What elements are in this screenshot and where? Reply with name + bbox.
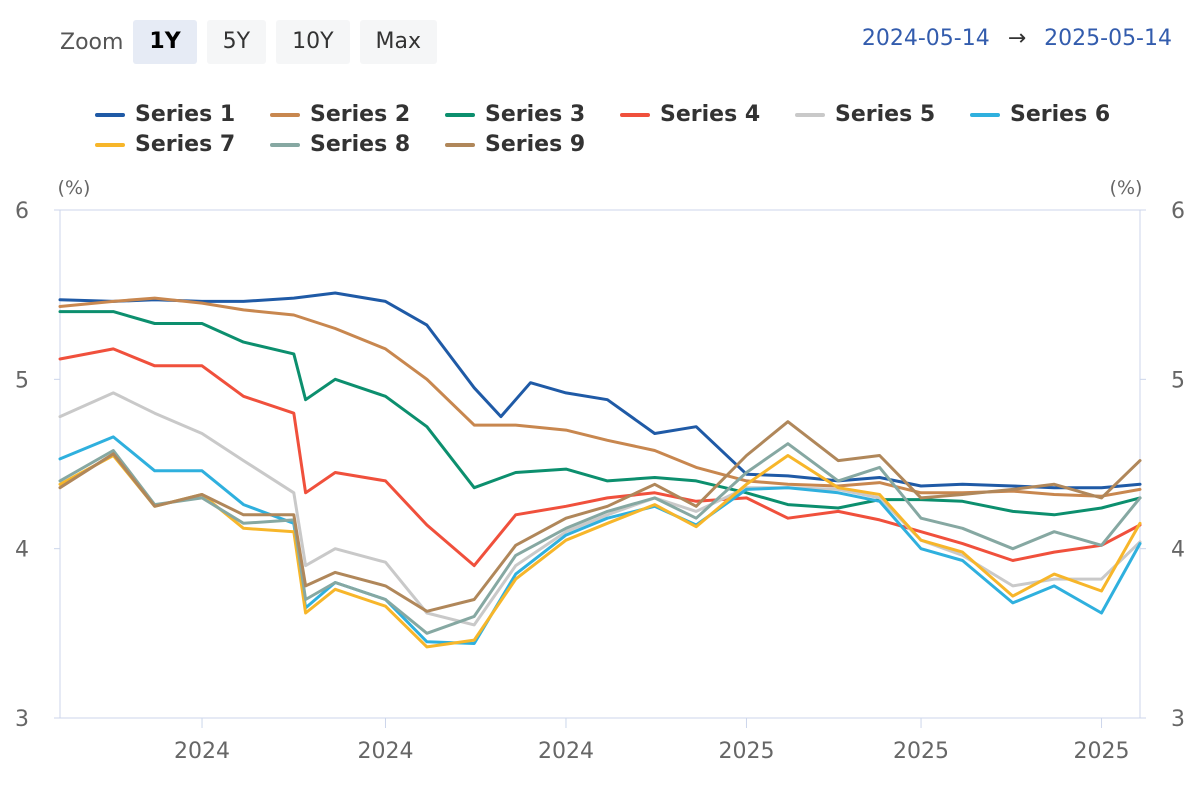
legend-label: Series 9 [485, 132, 586, 157]
series-line-5 [58, 391, 1142, 627]
y-unit-label-right: (%) [1110, 177, 1143, 199]
zoom-button-10y[interactable]: 10Y [276, 20, 350, 64]
legend-swatch [970, 112, 1000, 117]
legend-label: Series 5 [835, 102, 936, 127]
series-line-8 [58, 442, 1142, 635]
y-tick-label-right: 4 [1171, 538, 1185, 563]
legend-label: Series 1 [135, 102, 236, 127]
range-arrow: → [1007, 26, 1027, 51]
legend-item-series-7[interactable]: Series 7 [95, 132, 235, 157]
y-tick-label-left: 6 [15, 199, 29, 224]
series-line-1 [58, 291, 1142, 490]
legend-label: Series 8 [310, 132, 411, 157]
legend-swatch [620, 112, 650, 117]
legend-item-series-9[interactable]: Series 9 [445, 132, 585, 157]
legend-swatch [445, 142, 475, 147]
legend-swatch [270, 112, 300, 117]
x-tick-label: 2025 [893, 739, 949, 764]
series-line-3 [58, 310, 1142, 517]
y-tick-label-left: 3 [15, 707, 29, 732]
zoom-button-1y[interactable]: 1Y [133, 20, 197, 64]
x-tick-label: 2024 [357, 739, 413, 764]
x-tick-label: 2024 [538, 739, 594, 764]
y-tick-label-left: 4 [15, 538, 29, 563]
y-tick-label-right: 5 [1171, 368, 1185, 393]
legend-swatch [795, 112, 825, 117]
plot-area-border [59, 209, 1141, 719]
legend-item-series-6[interactable]: Series 6 [970, 102, 1110, 127]
legend-swatch [95, 142, 125, 147]
legend-swatch [95, 112, 125, 117]
series-line-9 [58, 420, 1142, 613]
legend-swatch [270, 142, 300, 147]
legend-swatch [445, 112, 475, 117]
legend-item-series-4[interactable]: Series 4 [620, 102, 760, 127]
legend-label: Series 3 [485, 102, 586, 127]
series-line-7 [58, 454, 1142, 649]
legend-label: Series 2 [310, 102, 411, 127]
range-to-date[interactable]: 2025-05-14 [1044, 26, 1172, 51]
y-tick-label-right: 6 [1171, 199, 1185, 224]
series-line-6 [58, 435, 1142, 645]
zoom-button-5y[interactable]: 5Y [206, 20, 267, 64]
legend-item-series-1[interactable]: Series 1 [95, 102, 235, 127]
legend-label: Series 7 [135, 132, 236, 157]
series-line-2 [58, 296, 1142, 498]
range-from-date[interactable]: 2024-05-14 [861, 26, 990, 51]
y-tick-label-right: 3 [1171, 707, 1185, 732]
y-unit-label-left: (%) [58, 177, 91, 199]
date-range-display: 2024-05-14 → 2025-05-14 [862, 26, 1172, 51]
legend-item-series-5[interactable]: Series 5 [795, 102, 935, 127]
legend-label: Series 6 [1010, 102, 1111, 127]
zoom-bar: Zoom 1Y 5Y 10Y Max [60, 20, 447, 64]
x-tick-label: 2025 [1074, 739, 1130, 764]
legend-item-series-3[interactable]: Series 3 [445, 102, 585, 127]
legend-item-series-8[interactable]: Series 8 [270, 132, 410, 157]
series-line-4 [58, 347, 1142, 568]
x-tick-label: 2024 [174, 739, 230, 764]
legend-item-series-2[interactable]: Series 2 [270, 102, 410, 127]
x-tick-label: 2025 [718, 739, 774, 764]
legend-label: Series 4 [660, 102, 761, 127]
zoom-button-max[interactable]: Max [359, 20, 438, 64]
zoom-label: Zoom [60, 29, 124, 55]
y-tick-label-left: 5 [15, 368, 29, 393]
